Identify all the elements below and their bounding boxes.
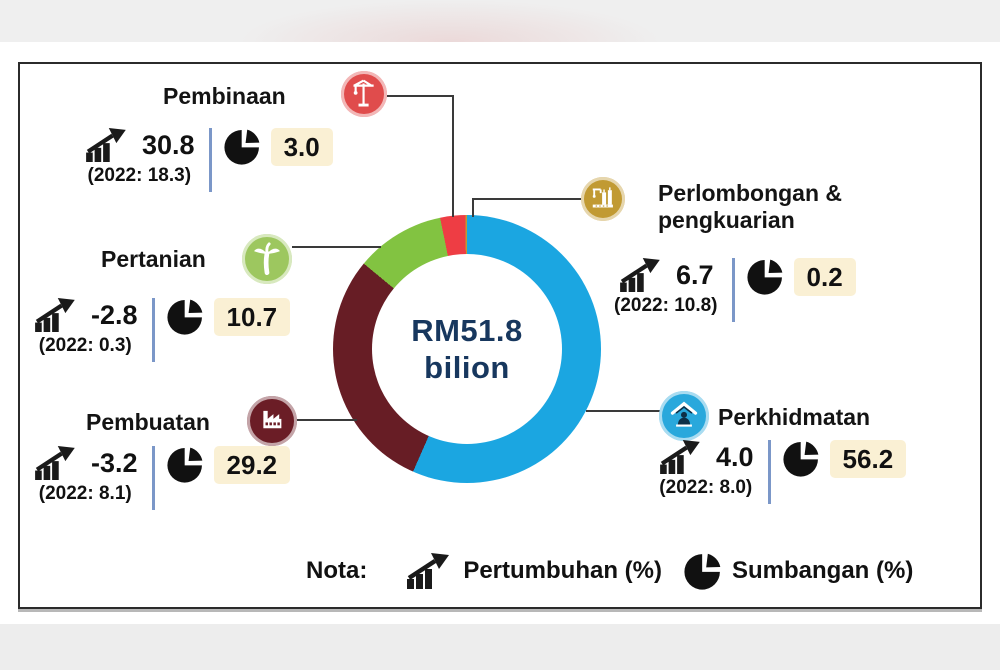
- sector-label-perlombongan: Perlombongan & pengkuarian: [658, 180, 843, 233]
- divider: [731, 258, 735, 322]
- legend-note: Nota: Pertumbuhan (%) Sumbangan (%): [306, 552, 913, 590]
- divider: [151, 446, 155, 510]
- bottom-background-band: [0, 624, 1000, 670]
- connector-pertanian-h: [292, 246, 381, 248]
- growth-value: 30.8: [142, 130, 195, 160]
- factory-icon: [247, 396, 297, 446]
- sector-label-pertanian: Pertanian: [101, 246, 206, 272]
- growth-value: -2.8: [91, 300, 138, 330]
- connector-pembuatan-h: [296, 419, 357, 421]
- previous-year-value: (2022: 0.3): [38, 335, 132, 356]
- stats-pembuatan: -3.2 (2022: 8.1) 29.2: [33, 446, 291, 510]
- connector-perlombongan-h: [473, 198, 583, 200]
- sector-label-pembuatan: Pembuatan: [86, 409, 210, 435]
- contribution-badge: 29.2: [213, 446, 291, 484]
- stats-pembinaan: 30.8 (2022: 18.3) 3.0: [84, 128, 333, 192]
- connector-pembinaan-v: [452, 95, 454, 217]
- contribution-badge: 0.2: [793, 258, 856, 296]
- connector-pembinaan-h: [387, 95, 454, 97]
- pie-chart-icon: [167, 298, 204, 335]
- contribution-badge: 56.2: [829, 440, 907, 478]
- services-storefront-icon: [659, 391, 709, 441]
- mining-derrick-icon: [581, 177, 625, 221]
- growth-trend-icon: [84, 128, 126, 162]
- contribution-badge: 10.7: [213, 298, 291, 336]
- pie-chart-icon: [167, 446, 204, 483]
- growth-trend-icon: [618, 258, 660, 292]
- pie-chart-icon: [684, 552, 722, 590]
- growth-trend-icon: [405, 553, 449, 589]
- growth-legend-label: Pertumbuhan (%): [463, 557, 662, 584]
- divider: [208, 128, 212, 192]
- previous-year-value: (2022: 8.1): [38, 483, 132, 504]
- growth-trend-icon: [33, 446, 75, 480]
- top-background-band: [0, 0, 1000, 42]
- growth-value: 4.0: [716, 442, 754, 472]
- previous-year-value: (2022: 8.0): [659, 477, 753, 498]
- construction-crane-icon: [341, 71, 387, 117]
- total-value: RM51.8: [411, 313, 523, 348]
- note-label: Nota:: [306, 557, 368, 584]
- palm-tree-icon: [242, 234, 292, 284]
- total-unit: bilion: [424, 350, 510, 385]
- sector-label-perkhidmatan: Perkhidmatan: [718, 404, 871, 430]
- stats-perlombongan: 6.7 (2022: 10.8) 0.2: [614, 258, 856, 322]
- sector-label-pembinaan: Pembinaan: [163, 83, 286, 109]
- previous-year-value: (2022: 10.8): [614, 295, 718, 316]
- stats-pertanian: -2.8 (2022: 0.3) 10.7: [33, 298, 291, 362]
- pie-chart-icon: [747, 258, 784, 295]
- connector-perkhidmatan-h: [586, 410, 662, 412]
- pie-chart-icon: [224, 128, 261, 165]
- contribution-badge: 3.0: [270, 128, 333, 166]
- growth-trend-icon: [33, 298, 75, 332]
- previous-year-value: (2022: 18.3): [87, 165, 192, 186]
- divider: [151, 298, 155, 362]
- divider: [767, 440, 771, 504]
- stats-perkhidmatan: 4.0 (2022: 8.0) 56.2: [658, 440, 907, 504]
- growth-trend-icon: [658, 440, 700, 474]
- contribution-legend-label: Sumbangan (%): [732, 557, 914, 584]
- pie-chart-icon: [783, 440, 820, 477]
- connector-perlombongan-v: [472, 198, 474, 217]
- growth-value: -3.2: [91, 448, 138, 478]
- donut-chart: RM51.8 bilion: [333, 215, 601, 483]
- growth-value: 6.7: [675, 260, 714, 290]
- donut-center: RM51.8 bilion: [372, 254, 562, 444]
